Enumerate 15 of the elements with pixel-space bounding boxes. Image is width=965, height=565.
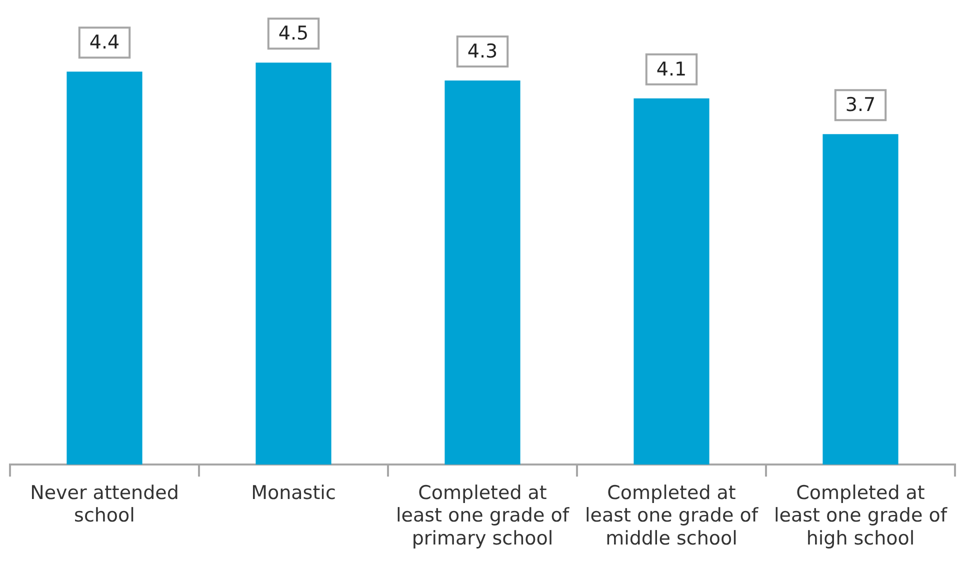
x-tick-label: Never attended school bbox=[30, 482, 179, 527]
data-label: 4.3 bbox=[467, 40, 498, 62]
data-label: 4.1 bbox=[656, 58, 687, 80]
x-tick-label: Completed at least one grade of middle school bbox=[584, 482, 760, 550]
data-label: 3.7 bbox=[845, 94, 876, 116]
data-label: 4.5 bbox=[278, 22, 309, 45]
bar bbox=[66, 72, 142, 465]
x-tick-label: Monastic bbox=[251, 482, 336, 504]
bar bbox=[634, 98, 710, 465]
data-label: 4.4 bbox=[89, 32, 120, 54]
x-tick-label: Completed at least one grade of high school bbox=[774, 482, 948, 550]
bar bbox=[822, 134, 898, 465]
x-tick-label: Completed at least one grade of primary school bbox=[396, 482, 570, 550]
bar bbox=[256, 62, 332, 465]
bar bbox=[444, 80, 520, 465]
